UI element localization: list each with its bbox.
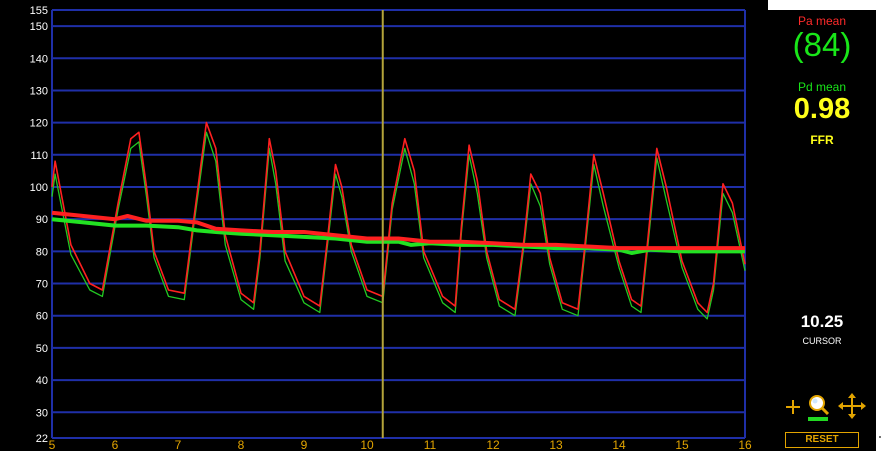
y-tick-label-12: 40 [36, 375, 48, 387]
y-tick-label-13: 30 [36, 407, 48, 419]
series-pa [51, 121, 746, 314]
series-lines [51, 121, 746, 320]
chart-tools [786, 393, 866, 421]
magnifier-icon[interactable] [808, 395, 830, 421]
y-tick-label-7: 90 [36, 214, 48, 226]
x-tick-label-3: 8 [238, 438, 245, 451]
y-tick-label-0: 155 [30, 5, 48, 17]
pa-mean-value: (84) [792, 26, 852, 63]
pa-mean-label: Pa mean [797, 14, 847, 28]
y-tick-label-10: 60 [36, 311, 48, 323]
move-arrows-icon[interactable] [838, 393, 866, 419]
y-tick-label-11: 50 [36, 343, 48, 355]
pd-mean-label: Pd mean [797, 80, 847, 94]
series-pd-mean [51, 217, 745, 255]
y-tick-label-8: 80 [36, 246, 48, 258]
y-tick-label-14: 22 [36, 433, 48, 445]
y-tick-labels: 155 150 140 130 120 110 100 90 80 70 60 50 40 30 22 [30, 5, 48, 445]
y-tick-label-1: 150 [30, 21, 48, 33]
y-tick-label-2: 140 [30, 53, 48, 65]
x-tick-label-0: 5 [49, 438, 56, 451]
series-pd [51, 131, 746, 320]
x-tick-label-6: 11 [424, 438, 437, 451]
cursor-value: 10.25 [800, 312, 844, 331]
corner-dot [879, 436, 881, 438]
x-tick-label-4: 9 [301, 438, 308, 451]
y-tick-label-4: 120 [30, 118, 48, 130]
plus-icon[interactable] [786, 400, 800, 414]
reset-button[interactable]: RESET [785, 432, 859, 448]
pressure-chart[interactable]: 155 150 140 130 120 110 100 90 80 70 60 50 40 30 22 5 6… [0, 0, 768, 451]
x-tick-label-8: 13 [549, 438, 563, 451]
readout-panel: Pa mean (84) Pd mean 0.98 FFR 10.25 CURS… [768, 10, 876, 451]
x-tick-label-2: 7 [175, 438, 182, 451]
x-tick-label-10: 15 [675, 438, 689, 451]
x-tick-label-11: 16 [738, 438, 752, 451]
x-tick-label-5: 10 [360, 438, 374, 451]
x-tick-label-1: 6 [112, 438, 119, 451]
ffr-label: FFR [810, 133, 834, 147]
ffr-value: 0.98 [793, 93, 851, 125]
x-tick-labels: 5 6 7 8 9 10 11 12 13 14 15 16 [49, 438, 752, 451]
cursor-label: CURSOR [802, 336, 842, 346]
y-tick-label-3: 130 [30, 85, 48, 97]
series-pa-mean [51, 210, 745, 251]
y-tick-label-6: 100 [30, 182, 48, 194]
x-tick-label-9: 14 [612, 438, 626, 451]
y-tick-label-9: 70 [36, 279, 48, 291]
x-tick-label-7: 12 [486, 438, 500, 451]
y-tick-label-5: 110 [30, 150, 48, 162]
